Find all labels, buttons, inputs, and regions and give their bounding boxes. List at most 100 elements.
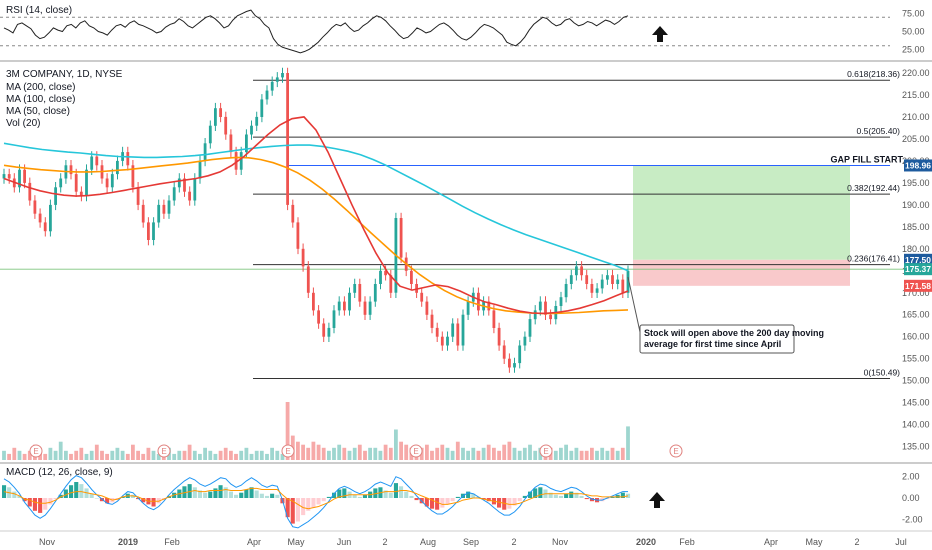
annotation-callout[interactable]: Stock will open above the 200 day moving… bbox=[627, 276, 824, 354]
macd-histogram-bar bbox=[332, 492, 337, 498]
macd-histogram-bar bbox=[584, 498, 589, 500]
candle-body bbox=[301, 248, 305, 267]
candle-body bbox=[172, 187, 176, 201]
candle-body bbox=[219, 108, 222, 117]
macd-histogram-bar bbox=[620, 492, 625, 498]
earnings-marker-label: E bbox=[413, 447, 418, 456]
candle-body bbox=[508, 358, 511, 368]
price-tick-label: 195.00 bbox=[902, 178, 930, 188]
volume-bar bbox=[404, 444, 409, 460]
volume-bar bbox=[620, 447, 625, 460]
macd-histogram-bar bbox=[259, 493, 264, 498]
macd-histogram-bar bbox=[512, 498, 517, 506]
volume-bar bbox=[74, 450, 79, 460]
fib-level-label: 0.618(218.36) bbox=[847, 69, 900, 79]
volume-bar bbox=[595, 450, 599, 460]
candle-body bbox=[110, 174, 114, 188]
x-tick-label: May bbox=[805, 537, 823, 547]
macd-histogram-bar bbox=[79, 484, 84, 498]
candle-body bbox=[600, 279, 604, 289]
candle-body bbox=[152, 222, 155, 240]
candle-body bbox=[477, 292, 480, 311]
x-tick-label: 2 bbox=[854, 537, 859, 547]
candle-body bbox=[38, 213, 42, 223]
volume-bar bbox=[363, 450, 367, 460]
macd-histogram-bar bbox=[342, 488, 347, 498]
volume-bar bbox=[53, 450, 58, 460]
candle-body bbox=[585, 275, 589, 284]
macd-histogram-bar bbox=[295, 498, 300, 522]
x-tick-label: Sep bbox=[463, 537, 479, 547]
candle-body bbox=[116, 160, 119, 175]
volume-bar bbox=[275, 450, 280, 460]
macd-histogram-bar bbox=[579, 495, 584, 498]
volume-bar bbox=[579, 450, 584, 460]
volume-bar bbox=[492, 447, 496, 460]
candle-body bbox=[518, 345, 522, 364]
macd-histogram-bar bbox=[574, 492, 579, 498]
volume-bar bbox=[584, 450, 589, 460]
candle-body bbox=[580, 266, 583, 276]
macd-histogram-bar bbox=[450, 498, 455, 502]
candle-body bbox=[327, 327, 331, 337]
macd-y-axis: 2.00 0.00 -2.00 bbox=[902, 472, 923, 525]
candle-body bbox=[425, 301, 429, 315]
candle-body bbox=[616, 279, 620, 284]
earnings-marker-icon bbox=[29, 444, 43, 458]
volume-bar bbox=[79, 447, 84, 460]
macd-histogram-bar bbox=[17, 495, 22, 498]
candle-body bbox=[337, 301, 341, 311]
candle-body bbox=[18, 169, 21, 188]
candle-body bbox=[54, 187, 57, 205]
legend-entry: MA (200, close) bbox=[6, 82, 75, 93]
macd-histogram-bar bbox=[393, 483, 398, 498]
x-tick-label: Feb bbox=[164, 537, 180, 547]
macd-histogram-bar bbox=[383, 490, 388, 498]
candle-body bbox=[621, 279, 625, 293]
candle-body bbox=[265, 90, 269, 100]
macd-histogram-bar bbox=[424, 498, 429, 507]
candle-body bbox=[193, 178, 197, 201]
volume-bar bbox=[321, 447, 326, 460]
price-tick-label: 210.00 bbox=[902, 112, 930, 122]
macd-histogram-bar bbox=[558, 495, 563, 498]
volume-bar bbox=[337, 444, 342, 460]
volume-bar bbox=[466, 450, 470, 460]
candle-body bbox=[162, 204, 166, 214]
macd-histogram-bar bbox=[218, 485, 223, 498]
candle-body bbox=[198, 160, 202, 179]
x-tick-label: Apr bbox=[247, 537, 261, 547]
candle-body bbox=[497, 327, 501, 346]
macd-tick-label: 0.00 bbox=[902, 493, 920, 503]
macd-histogram-bar bbox=[151, 498, 156, 507]
macd-histogram-bar bbox=[285, 498, 290, 518]
macd-histogram-bar bbox=[481, 498, 486, 500]
candle-body bbox=[544, 301, 547, 315]
candle-body bbox=[606, 275, 609, 280]
candle-body bbox=[90, 156, 94, 170]
candle-body bbox=[363, 301, 367, 315]
stop-zone bbox=[633, 259, 850, 286]
price-pane: 0.618(218.36) 0.5(205.40) 0.382(192.44) 0.2… bbox=[0, 67, 932, 460]
candle-body bbox=[538, 301, 542, 311]
candle-body bbox=[575, 266, 578, 276]
macd-histogram-bar bbox=[352, 494, 357, 498]
volume-bar bbox=[203, 447, 207, 460]
earnings-marker-icon bbox=[281, 444, 295, 458]
volume-bar bbox=[450, 450, 455, 460]
candle-body bbox=[167, 200, 171, 214]
candle-body bbox=[275, 77, 279, 82]
candle-body bbox=[126, 152, 130, 166]
legend: 3M COMPANY, 1D, NYSE MA (200, close)MA (1… bbox=[6, 69, 123, 129]
volume-bar bbox=[265, 453, 269, 460]
price-tick-label: 205.00 bbox=[902, 134, 930, 144]
volume-bar bbox=[399, 441, 403, 460]
volume-bar bbox=[69, 453, 73, 460]
price-tick-label: 180.00 bbox=[902, 244, 930, 254]
candle-body bbox=[322, 323, 326, 337]
macd-tick-label: 2.00 bbox=[902, 472, 920, 482]
macd-histogram-bar bbox=[538, 487, 543, 498]
macd-histogram-bar bbox=[208, 491, 213, 498]
volume-bar bbox=[296, 441, 300, 460]
